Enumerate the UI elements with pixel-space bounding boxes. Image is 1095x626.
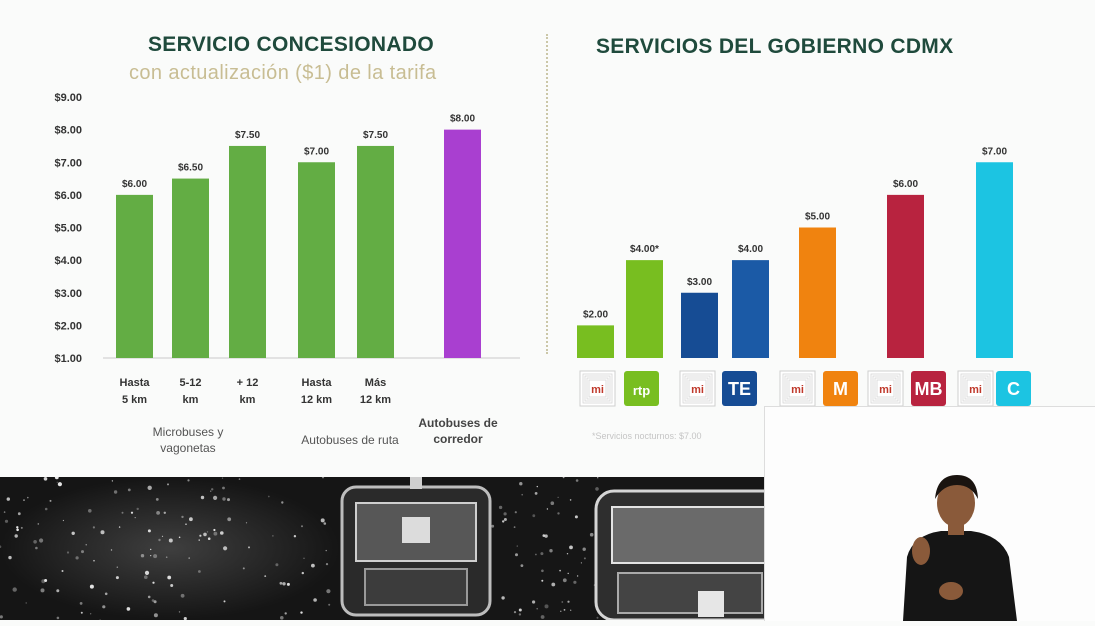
bar: [887, 194, 924, 358]
y-tick-label: $3.00: [54, 288, 82, 300]
mi-icon: mi: [957, 370, 994, 407]
svg-text:mi: mi: [591, 384, 604, 396]
night-service-note: *Servicios nocturnos: $7.00: [592, 431, 702, 441]
category-label-autobuses-corredor: Autobuses de corredor: [418, 416, 498, 446]
mi-icon: mi: [867, 370, 904, 407]
mi-icon: mi: [679, 370, 716, 407]
cablebus-icon: C: [996, 371, 1031, 406]
bar: [681, 292, 718, 358]
left-chart-title: SERVICIO CONCESIONADO: [148, 33, 434, 56]
bar: [732, 260, 769, 358]
category-label-microbuses: Microbuses y vagonetas: [152, 425, 224, 455]
cablebus-photo-drawing: [0, 477, 818, 620]
metrobus-icon: MB: [911, 371, 946, 406]
data-label: $6.00: [893, 179, 918, 190]
y-tick-label: $7.00: [54, 157, 82, 169]
trolebus-icon: TE: [722, 371, 757, 406]
svg-text:mi: mi: [969, 384, 982, 396]
bar: [577, 325, 614, 358]
y-tick-label: $2.00: [54, 320, 82, 332]
sign-language-interpreter-window: [764, 406, 1095, 621]
y-tick-label: $6.00: [54, 190, 82, 202]
y-tick-label: $4.00: [54, 255, 82, 267]
data-label: $2.00: [583, 309, 608, 320]
x-tick-label: Hasta 5 km: [120, 377, 151, 406]
data-label: $7.00: [982, 146, 1007, 157]
data-label: $4.00*: [630, 244, 659, 255]
data-label: $5.00: [805, 212, 830, 223]
x-tick-label: + 12 km: [237, 377, 259, 406]
y-tick-label: $5.00: [54, 223, 82, 235]
rtp-icon: rtp: [624, 371, 659, 406]
data-label: $8.00: [450, 114, 475, 125]
y-tick-label: $1.00: [54, 353, 82, 365]
svg-text:mi: mi: [791, 384, 804, 396]
bar: [116, 194, 153, 358]
svg-text:TE: TE: [728, 379, 751, 399]
bar: [298, 162, 335, 358]
bar: [626, 260, 663, 358]
svg-text:MB: MB: [915, 379, 943, 399]
right-chart-title: SERVICIOS DEL GOBIERNO CDMX: [596, 35, 954, 58]
bar: [799, 227, 836, 358]
data-label: $7.00: [304, 146, 329, 157]
svg-text:mi: mi: [879, 384, 892, 396]
left-chart-subtitle: con actualización ($1) de la tarifa: [129, 62, 437, 84]
svg-text:M: M: [833, 379, 848, 399]
category-label-autobuses-ruta: Autobuses de ruta: [301, 433, 399, 447]
x-tick-label: Hasta 12 km: [301, 377, 332, 406]
x-tick-label: 5-12 km: [179, 377, 201, 406]
mi-icon: mi: [579, 370, 616, 407]
y-tick-label: $9.00: [54, 92, 82, 104]
bar: [444, 129, 481, 358]
cablebus-photo: [0, 477, 818, 620]
svg-text:mi: mi: [691, 384, 704, 396]
data-label: $7.50: [363, 130, 388, 141]
bar: [976, 162, 1013, 358]
data-label: $6.00: [122, 179, 147, 190]
section-divider: [546, 34, 548, 354]
data-label: $3.00: [687, 277, 712, 288]
data-label: $4.00: [738, 244, 763, 255]
mi-icon: mi: [779, 370, 816, 407]
bar: [229, 145, 266, 358]
metro-icon: M: [823, 371, 858, 406]
svg-text:C: C: [1007, 379, 1020, 399]
y-tick-label: $8.00: [54, 125, 82, 137]
data-label: $6.50: [178, 163, 203, 174]
x-tick-label: Más 12 km: [360, 377, 391, 406]
svg-text:rtp: rtp: [633, 383, 650, 398]
bar: [357, 145, 394, 358]
data-label: $7.50: [235, 130, 260, 141]
bar: [172, 178, 209, 358]
interpreter-figure: [765, 407, 1095, 621]
